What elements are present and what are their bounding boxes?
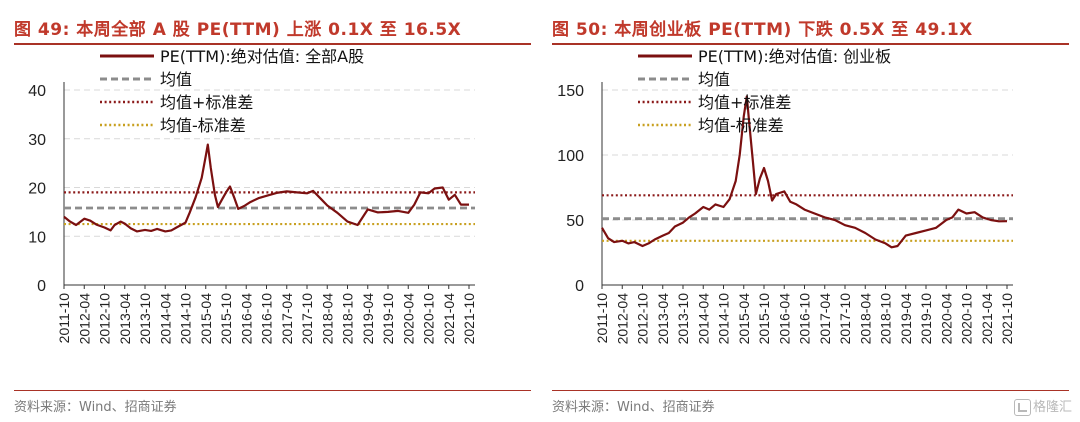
x-tick-label: 2015-04 [736, 293, 752, 345]
source-rule [14, 390, 531, 391]
x-tick-label: 2021-04 [441, 293, 457, 345]
legend-label: 均值+标准差 [698, 93, 791, 112]
x-tick-label: 2018-10 [878, 293, 894, 345]
x-tick-label: 2014-04 [695, 293, 711, 345]
x-tick-label: 2013-10 [675, 293, 691, 345]
watermark: 格隆汇 [1013, 396, 1072, 416]
x-tick-label: 2013-04 [655, 293, 671, 345]
chart-title: 图 50: 本周创业板 PE(TTM) 下跌 0.5X 至 49.1X [552, 20, 973, 40]
source-rule [552, 390, 1069, 391]
chart-panel-pe-all-a: 图 49: 本周全部 A 股 PE(TTM) 上涨 0.1X 至 16.5X 0… [14, 0, 534, 422]
y-tick-label: 100 [557, 148, 584, 165]
x-tick-label: 2016-04 [238, 293, 254, 345]
x-tick-label: 2011-10 [594, 293, 610, 344]
x-tick-label: 2013-10 [137, 293, 153, 345]
source-note: 资料来源：Wind、招商证券 [552, 400, 715, 415]
x-tick-label: 2020-10 [421, 293, 437, 345]
x-tick-label: 2020-10 [959, 293, 975, 345]
x-tick-label: 2017-10 [837, 293, 853, 345]
y-tick-label: 150 [557, 83, 584, 100]
x-tick-label: 2017-10 [299, 293, 315, 345]
series-line [63, 143, 469, 233]
x-tick-label: 2014-10 [716, 293, 732, 345]
x-tick-label: 2013-04 [117, 293, 133, 345]
legend-label: 均值 [160, 70, 192, 89]
x-tick-label: 2021-04 [979, 293, 995, 345]
x-tick-label: 2012-10 [635, 293, 651, 345]
y-tick-label: 40 [28, 83, 46, 100]
watermark-text: 格隆汇 [1032, 400, 1072, 415]
x-tick-label: 2011-10 [56, 293, 72, 344]
legend-label: 均值-标准差 [698, 116, 784, 135]
x-tick-label: 2018-04 [857, 293, 873, 345]
y-tick-label: 10 [28, 229, 46, 246]
x-tick-label: 2016-10 [797, 293, 813, 345]
x-tick-label: 2012-04 [614, 293, 630, 345]
x-tick-label: 2014-04 [157, 293, 173, 345]
legend-label: 均值+标准差 [160, 93, 253, 112]
x-tick-label: 2018-04 [319, 293, 335, 345]
x-tick-label: 2019-04 [360, 293, 376, 345]
series-line [601, 95, 1008, 249]
x-tick-label: 2017-04 [817, 293, 833, 345]
x-tick-label: 2020-04 [938, 293, 954, 345]
x-tick-label: 2015-10 [218, 293, 234, 345]
y-tick-label: 0 [37, 278, 46, 295]
x-tick-label: 2019-10 [918, 293, 934, 345]
x-tick-label: 2015-10 [756, 293, 772, 345]
legend-label: PE(TTM):绝对估值: 创业板 [698, 47, 891, 66]
watermark-logo-icon [1013, 399, 1031, 416]
x-tick-label: 2012-10 [97, 293, 113, 345]
legend-label: PE(TTM):绝对估值: 全部A股 [160, 47, 364, 66]
source-note: 资料来源：Wind、招商证券 [14, 400, 177, 415]
y-tick-label: 50 [566, 213, 584, 230]
x-tick-label: 2018-10 [340, 293, 356, 345]
x-tick-label: 2016-10 [259, 293, 275, 345]
title-rule [552, 43, 1069, 45]
y-tick-label: 30 [28, 132, 46, 149]
x-tick-label: 2012-04 [76, 293, 92, 345]
x-tick-label: 2020-04 [400, 293, 416, 345]
y-tick-label: 0 [575, 278, 584, 295]
x-tick-label: 2021-10 [461, 293, 477, 345]
x-tick-label: 2019-04 [898, 293, 914, 345]
legend-label: 均值-标准差 [160, 116, 246, 135]
x-tick-label: 2021-10 [999, 293, 1015, 345]
x-tick-label: 2014-10 [178, 293, 194, 345]
legend-label: 均值 [698, 70, 730, 89]
x-tick-label: 2016-04 [776, 293, 792, 345]
x-tick-label: 2015-04 [198, 293, 214, 345]
title-rule [14, 43, 531, 45]
x-tick-label: 2019-10 [380, 293, 396, 345]
y-tick-label: 20 [28, 181, 46, 198]
chart-title: 图 49: 本周全部 A 股 PE(TTM) 上涨 0.1X 至 16.5X [14, 20, 462, 40]
chart-panel-pe-chinext: 图 50: 本周创业板 PE(TTM) 下跌 0.5X 至 49.1X 0 50 1… [552, 0, 1072, 422]
x-tick-label: 2017-04 [279, 293, 295, 345]
